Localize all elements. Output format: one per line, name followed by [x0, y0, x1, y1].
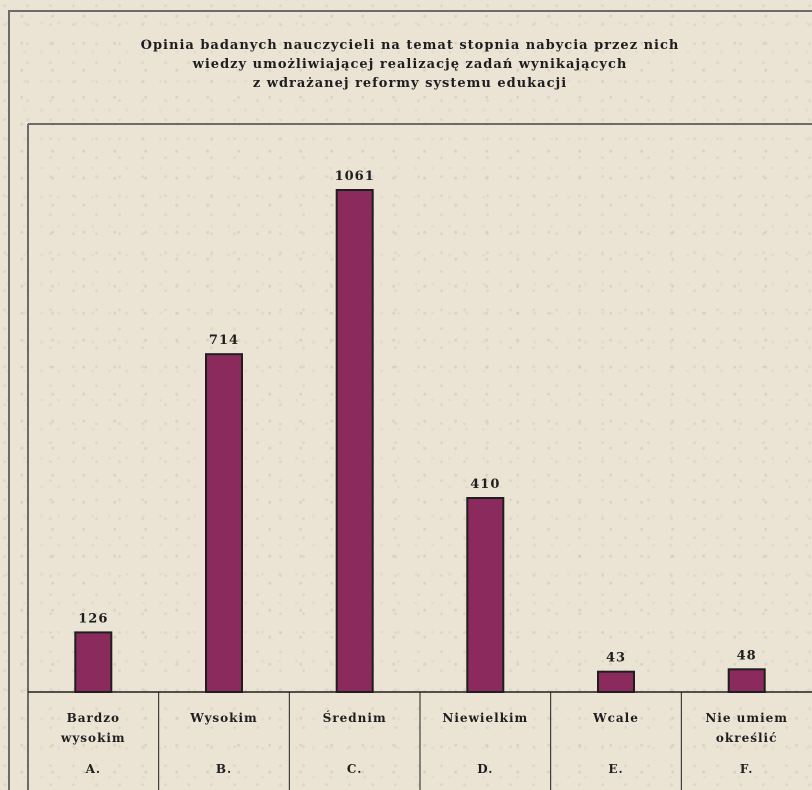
- frame-left-border: [8, 10, 10, 790]
- chart-title: Opinia badanych nauczycieli na temat sto…: [60, 36, 760, 93]
- bar: [74, 631, 113, 694]
- chart-title-line-2: wiedzy umożliwiającej realizację zadań w…: [192, 57, 628, 72]
- data-label: 410: [470, 477, 500, 492]
- chart-title-line-3: z wdrażanej reformy systemu edukacji: [252, 76, 568, 91]
- data-label: 714: [209, 333, 239, 348]
- data-label: 126: [78, 611, 108, 626]
- category-label: Wysokim: [189, 711, 258, 725]
- category-letter: D.: [477, 762, 493, 776]
- category-label: Nie umiem: [705, 711, 788, 725]
- bar: [466, 497, 505, 693]
- category-label: Bardzo: [67, 711, 120, 725]
- category-letter: A.: [85, 762, 102, 776]
- chart-title-line-1: Opinia badanych nauczycieli na temat sto…: [140, 38, 680, 53]
- category-label: wysokim: [60, 731, 126, 745]
- data-label: 43: [606, 651, 626, 666]
- category-letter: E.: [608, 762, 623, 776]
- category-label: Niewielkim: [442, 711, 528, 725]
- bar: [597, 670, 635, 694]
- category-label: Wcale: [592, 711, 639, 725]
- category-letter: B.: [216, 762, 232, 776]
- category-letter: F.: [740, 762, 754, 776]
- data-label: 48: [737, 648, 757, 663]
- category-label: określić: [716, 731, 777, 745]
- category-letter: C.: [347, 762, 363, 776]
- bar: [205, 353, 243, 693]
- category-label: Średnim: [323, 709, 387, 725]
- bar: [727, 668, 766, 693]
- data-label: 1061: [335, 169, 375, 184]
- bar: [335, 189, 374, 693]
- frame-top-border: [8, 10, 812, 12]
